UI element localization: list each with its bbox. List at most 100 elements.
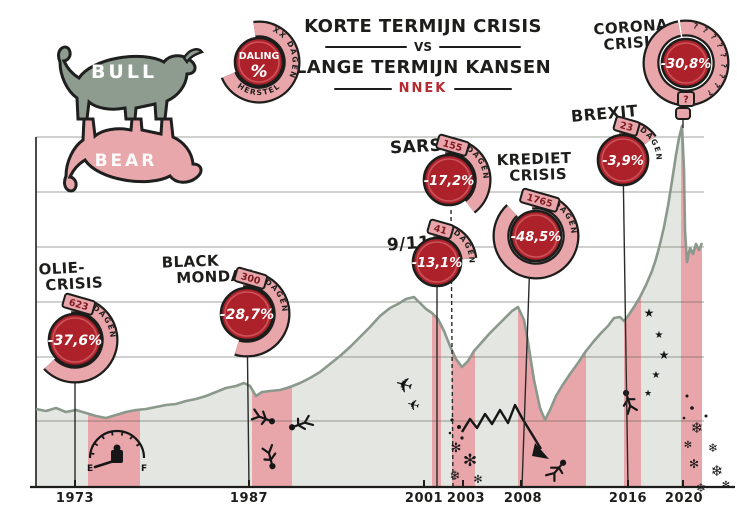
- snowflake-icon: ✻: [684, 440, 692, 451]
- bull-label: BULL: [91, 61, 157, 83]
- market-index-line: [35, 124, 704, 422]
- legend-daling-label: DALING: [239, 51, 280, 62]
- crisis-badge-corona: ? ? ? ? ? ? ? ? ?-30,8%?: [642, 19, 730, 107]
- svg-text:★: ★: [652, 370, 661, 381]
- bear-label: BEAR: [95, 151, 158, 171]
- title-block: KORTE TERMIJN CRISIS VS LANGE TERMIJN KA…: [288, 16, 558, 99]
- vs-divider: VS: [288, 40, 558, 54]
- plane-icon: ✈: [405, 395, 422, 416]
- decline-circle-inner-ring: [224, 291, 270, 337]
- decline-percentage: -3,9%: [602, 154, 643, 169]
- title-line-2: LANGE TERMIJN KANSEN: [294, 57, 552, 78]
- svg-text:★: ★: [659, 348, 670, 362]
- decline-percentage: -28,7%: [220, 307, 274, 323]
- star-icons: ★ ★ ★ ★ ★: [644, 306, 670, 399]
- decline-circle: [233, 36, 285, 88]
- crisis-badge-nine-eleven: DAGEN-13,1%41: [411, 218, 478, 288]
- recovery-days-tab: 23: [612, 115, 641, 137]
- divider-line: [438, 46, 521, 48]
- decline-circle-inner-ring: [514, 214, 558, 258]
- crisis-badge-brexit: DAGEN-3,9%23: [596, 115, 662, 187]
- snowflake-icon: ✻: [722, 480, 730, 491]
- snowflake-icon: ❄: [691, 419, 704, 437]
- divider-line: [454, 87, 513, 90]
- x-tick-2003: 2003: [446, 491, 486, 506]
- decline-percentage: -37,6%: [48, 333, 102, 349]
- decline-circle: [47, 312, 103, 368]
- divider-line: [325, 46, 408, 48]
- falling-person-icon: [261, 443, 277, 470]
- recovery-days-value: ?: [683, 95, 689, 106]
- bull-horn: [182, 48, 205, 65]
- decline-circle-inner-ring: [238, 41, 280, 83]
- x-tick-2016: 2016: [608, 491, 648, 506]
- recovery-days-value: 41: [432, 223, 448, 237]
- snowflake-icon: ❄: [711, 462, 724, 480]
- x-tick-1987: 1987: [229, 491, 269, 506]
- corona-stem-block: [675, 107, 691, 120]
- decline-circle-inner-ring: [601, 138, 645, 182]
- decline-circle: [219, 286, 275, 342]
- decline-circle-inner-ring: [416, 241, 458, 283]
- virus-icon: ✻: [463, 451, 477, 471]
- crisis-badge-black-monday: DAGEN-28,7%300: [219, 266, 291, 358]
- virus-icon: ✻: [451, 441, 462, 456]
- svg-text:E: E: [87, 464, 93, 474]
- bull-bear-illustration: BULL BEAR: [57, 45, 205, 193]
- recovery-days-value: 23: [618, 120, 634, 134]
- svg-text:★: ★: [655, 330, 664, 341]
- decline-circle-inner-ring: [52, 317, 98, 363]
- recovery-days-tab: 623: [61, 292, 96, 316]
- x-tick-2008: 2008: [503, 491, 543, 506]
- decline-percentage: -48,5%: [511, 230, 562, 245]
- decline-circle-inner-ring: [427, 158, 471, 202]
- decline-circle-inner-ring: [665, 42, 707, 84]
- recovery-days-tab: 1765: [519, 187, 561, 213]
- recovery-days-tab: 41: [426, 218, 455, 240]
- crisis-badge-krediet: DAGEN-48,5%1765: [492, 187, 580, 280]
- recovery-days-value: 155: [441, 138, 463, 154]
- slumped-person-icon: [544, 459, 567, 482]
- recovery-ring: [494, 194, 578, 278]
- virus-icon: ✻: [473, 473, 482, 486]
- svg-text:F: F: [141, 464, 147, 474]
- vs-label: VS: [414, 40, 432, 54]
- svg-text:★: ★: [644, 306, 655, 320]
- brand-divider: NNEK: [288, 81, 558, 96]
- decline-circle: [422, 153, 476, 207]
- falling-person-icon: [250, 408, 276, 426]
- decline-arrowhead: [532, 443, 549, 459]
- decline-circle: [509, 209, 563, 263]
- decline-percentage: -13,1%: [412, 256, 463, 271]
- decline-circle: [411, 236, 463, 288]
- plane-icon: ✈: [392, 371, 416, 399]
- falling-person-icon: [288, 414, 315, 431]
- snowflake-icon: ❄: [708, 441, 718, 455]
- crisis-badge-sars: DAGEN-17,2%155: [422, 133, 492, 214]
- badge-stem-krediet: [521, 257, 531, 488]
- crisis-badge-olie: DAGEN-37,6%623: [43, 292, 119, 384]
- recovery-days-value: 300: [239, 271, 261, 287]
- title-line-1: KORTE TERMIJN CRISIS: [304, 16, 542, 37]
- snowflake-icon: ✻: [689, 457, 699, 471]
- virus-icon: ❄: [450, 469, 461, 484]
- recovery-ring: [222, 22, 299, 102]
- brand-logo: NNEK: [398, 81, 448, 96]
- recovery-days-tab: ?: [677, 91, 695, 107]
- decline-circle: [596, 133, 650, 187]
- recovery-days-tab: 155: [435, 133, 470, 157]
- recovery-days-value: 623: [67, 297, 89, 313]
- decline-percentage: -17,2%: [424, 174, 475, 189]
- recovery-days-tab: 300: [233, 266, 268, 290]
- divider-line: [333, 87, 392, 90]
- svg-text:★: ★: [644, 389, 652, 399]
- x-tick-1973: 1973: [55, 491, 95, 506]
- badge-stem-brexit: [622, 159, 629, 488]
- legend-percent-symbol: %: [250, 62, 267, 82]
- x-tick-2001: 2001: [404, 491, 444, 506]
